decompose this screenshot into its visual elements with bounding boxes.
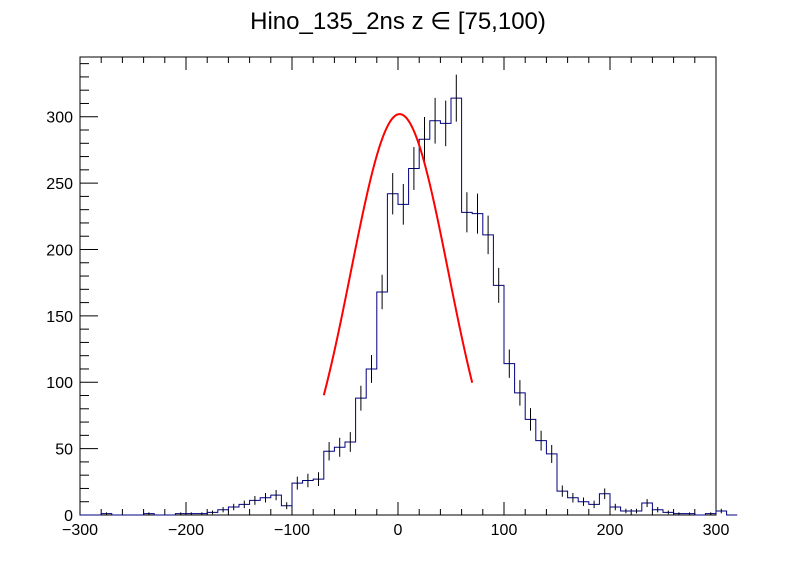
x-tick-label: −300 (62, 522, 98, 539)
x-tick-label: −200 (168, 522, 204, 539)
y-tick-label: 150 (46, 309, 73, 326)
x-tick-label: −100 (274, 522, 310, 539)
histogram-bars (80, 97, 738, 516)
plot-frame (79, 56, 717, 516)
error-bars (106, 74, 722, 515)
x-tick-label: 200 (597, 522, 624, 539)
histogram-outline (80, 97, 738, 516)
gaussian-fit-line (322, 113, 474, 396)
y-tick-label: 200 (46, 242, 73, 259)
y-tick-label: 50 (55, 442, 73, 459)
gaussian-fit-curve (322, 113, 474, 396)
x-tick-label: 0 (394, 522, 403, 539)
axes: −300 −200 −100 0 100 200 300 0 50 100 150 200 250 300 (46, 57, 729, 539)
chart-title: Hino_135_2ns z ∈ [75,100) (250, 8, 546, 35)
y-tick-label: 250 (46, 176, 73, 193)
y-tick-label: 0 (64, 508, 73, 525)
x-tick-label: 300 (703, 522, 730, 539)
y-tick-label: 300 (46, 110, 73, 127)
y-tick-label: 100 (46, 375, 73, 392)
x-tick-label: 100 (491, 522, 518, 539)
